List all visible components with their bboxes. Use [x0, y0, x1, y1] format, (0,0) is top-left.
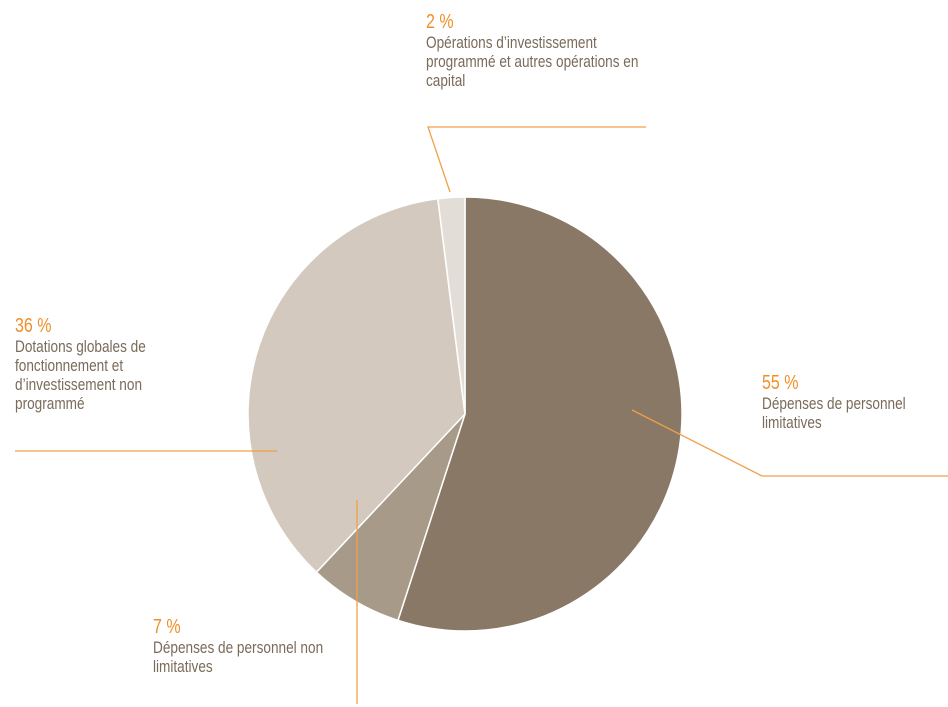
category-label: Dépenses de personnel limitatives — [762, 394, 906, 432]
percent-label: 2 % — [426, 11, 454, 33]
category-label: Dotations globales de fonctionnement et … — [15, 337, 146, 413]
pie-slice — [396, 196, 683, 632]
label: 7 % Dépenses de personnel non limitatives — [153, 616, 345, 676]
label: 2 % Opérations d’investissement programmé… — [426, 11, 654, 90]
leader-line — [427, 126, 646, 193]
category-label: Dépenses de personnel non limitatives — [153, 638, 324, 676]
label: 36 % Dotations globales de fonctionnement… — [15, 315, 195, 413]
category-label: Opérations d’investissement programmé et… — [426, 33, 639, 90]
percent-label: 55 % — [762, 372, 799, 394]
leader-line — [631, 409, 948, 477]
pie — [247, 196, 683, 632]
percent-label: 7 % — [153, 616, 181, 638]
percent-label: 36 % — [15, 315, 52, 337]
pie-slice — [247, 197, 466, 574]
label: 55 % Dépenses de personnel limitatives — [762, 372, 948, 432]
pie-slice — [436, 196, 466, 415]
